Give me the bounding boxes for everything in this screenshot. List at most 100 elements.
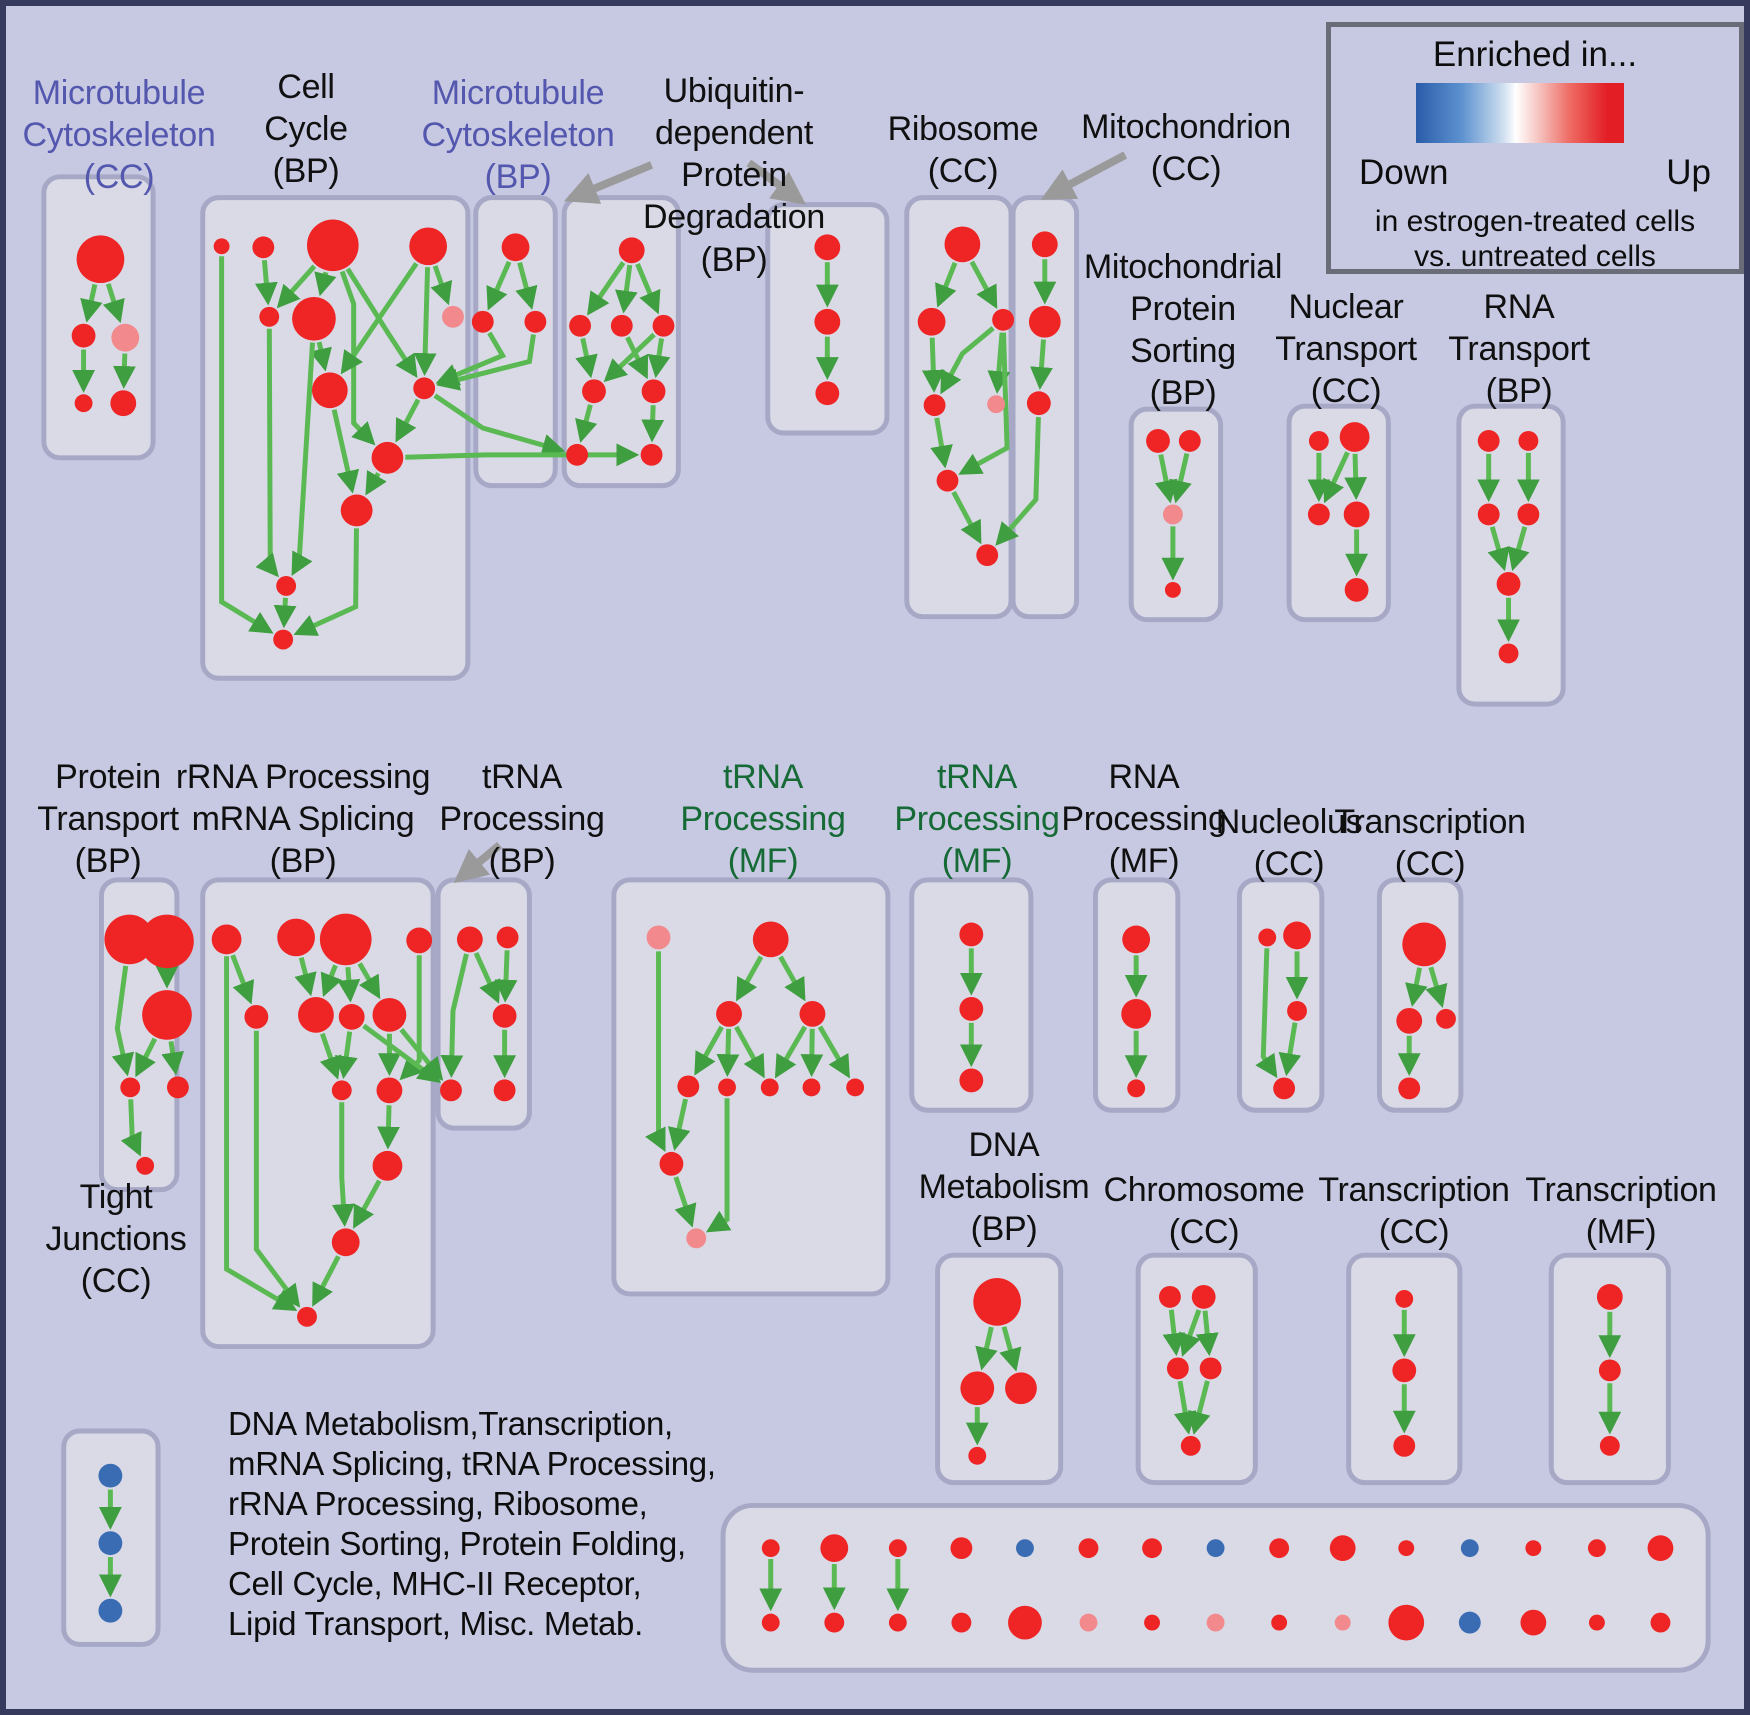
group-label-17: Transcription (CC)	[1318, 1171, 1510, 1252]
edge-arrow	[319, 1032, 342, 1080]
edge-arrow	[377, 1105, 400, 1150]
node	[340, 494, 373, 527]
node	[1142, 1538, 1162, 1559]
edge-arrow	[641, 405, 665, 443]
node	[493, 1079, 516, 1102]
edge-arrow	[293, 528, 359, 636]
node	[640, 443, 663, 466]
node	[1647, 1535, 1674, 1562]
node	[492, 1003, 517, 1028]
edge-arrow	[774, 1025, 808, 1079]
group-label-12: tRNA Processing (BP)	[439, 758, 605, 881]
node	[1180, 1435, 1201, 1456]
edge-arrow	[969, 260, 998, 309]
node	[1307, 503, 1330, 526]
node	[923, 394, 946, 417]
node	[104, 914, 155, 965]
group-label-18: Transcription (MF)	[1525, 1171, 1717, 1252]
edge-arrow	[254, 259, 278, 306]
edge-arrow	[1188, 1380, 1211, 1435]
node	[371, 441, 404, 474]
node	[1395, 1289, 1414, 1308]
legend-box: Enriched in... Down Up in estrogen-treat…	[1326, 22, 1744, 274]
edge-arrow	[800, 1028, 824, 1078]
node	[718, 1078, 736, 1097]
node	[1650, 1612, 1671, 1633]
edge-arrow	[734, 1025, 765, 1079]
legend-title: Enriched in...	[1432, 35, 1638, 74]
edge-arrow	[102, 283, 125, 324]
node	[297, 1306, 317, 1327]
edge-arrow	[473, 951, 501, 1004]
node	[1398, 1540, 1415, 1557]
node	[140, 914, 194, 969]
node	[471, 310, 494, 333]
node	[1393, 1434, 1416, 1457]
node	[98, 1531, 123, 1556]
group-box-16	[1135, 1252, 1258, 1486]
node	[1518, 431, 1539, 451]
node	[440, 1079, 462, 1102]
edge-arrow	[357, 962, 381, 1000]
edge-arrow	[273, 597, 297, 629]
group-label-15: DNA Metabolism (BP)	[918, 1126, 1090, 1249]
edge-arrow	[111, 965, 135, 1077]
edge-arrow	[995, 417, 1041, 546]
node	[1396, 1007, 1423, 1034]
edge-arrow	[635, 263, 661, 315]
node	[211, 924, 242, 955]
network-diagram	[41, 151, 1711, 1673]
node	[951, 1612, 972, 1633]
node	[1398, 1077, 1421, 1100]
edge-arrow	[951, 490, 982, 545]
edge-arrow	[1507, 526, 1530, 572]
node	[1344, 577, 1369, 602]
annotation-arrow	[453, 842, 503, 884]
edge-arrow	[120, 1099, 142, 1157]
node	[372, 998, 407, 1032]
node	[413, 377, 436, 400]
node	[252, 236, 275, 259]
node	[331, 1080, 352, 1101]
node	[799, 1000, 826, 1027]
edge-arrow	[958, 332, 1010, 475]
edge-arrow	[312, 1255, 341, 1307]
node	[409, 227, 448, 266]
node	[944, 226, 981, 263]
node	[1191, 1284, 1216, 1309]
node	[677, 1075, 700, 1098]
node	[292, 296, 336, 341]
edge-arrow	[975, 1326, 998, 1371]
node	[610, 314, 633, 337]
edge-arrow	[645, 951, 666, 1152]
edge-arrow	[667, 1098, 691, 1151]
node	[815, 381, 840, 406]
edge-arrow	[716, 1028, 740, 1078]
node	[1005, 1372, 1037, 1405]
edge-arrow	[276, 264, 317, 309]
legend-gradient-bar	[1416, 83, 1624, 143]
node	[1520, 1609, 1547, 1636]
edge-arrow	[1323, 451, 1350, 504]
node	[1496, 572, 1521, 596]
edge-arrow	[253, 1030, 301, 1308]
edge-arrow	[778, 955, 806, 1002]
edge-arrow	[161, 1041, 184, 1076]
edge-arrow	[1179, 1309, 1202, 1357]
group-box-0	[41, 174, 156, 461]
node	[307, 219, 359, 272]
node	[142, 990, 192, 1040]
node	[1287, 1000, 1307, 1021]
edge-arrow	[921, 337, 945, 393]
node	[1598, 1359, 1621, 1382]
node	[1525, 1540, 1542, 1557]
node	[277, 918, 315, 957]
node	[959, 922, 984, 947]
edge-arrow	[294, 957, 317, 997]
node	[136, 1156, 155, 1175]
node	[582, 379, 606, 404]
node	[936, 469, 959, 492]
node	[814, 308, 841, 335]
node	[1158, 1285, 1181, 1308]
node	[1127, 1079, 1146, 1098]
